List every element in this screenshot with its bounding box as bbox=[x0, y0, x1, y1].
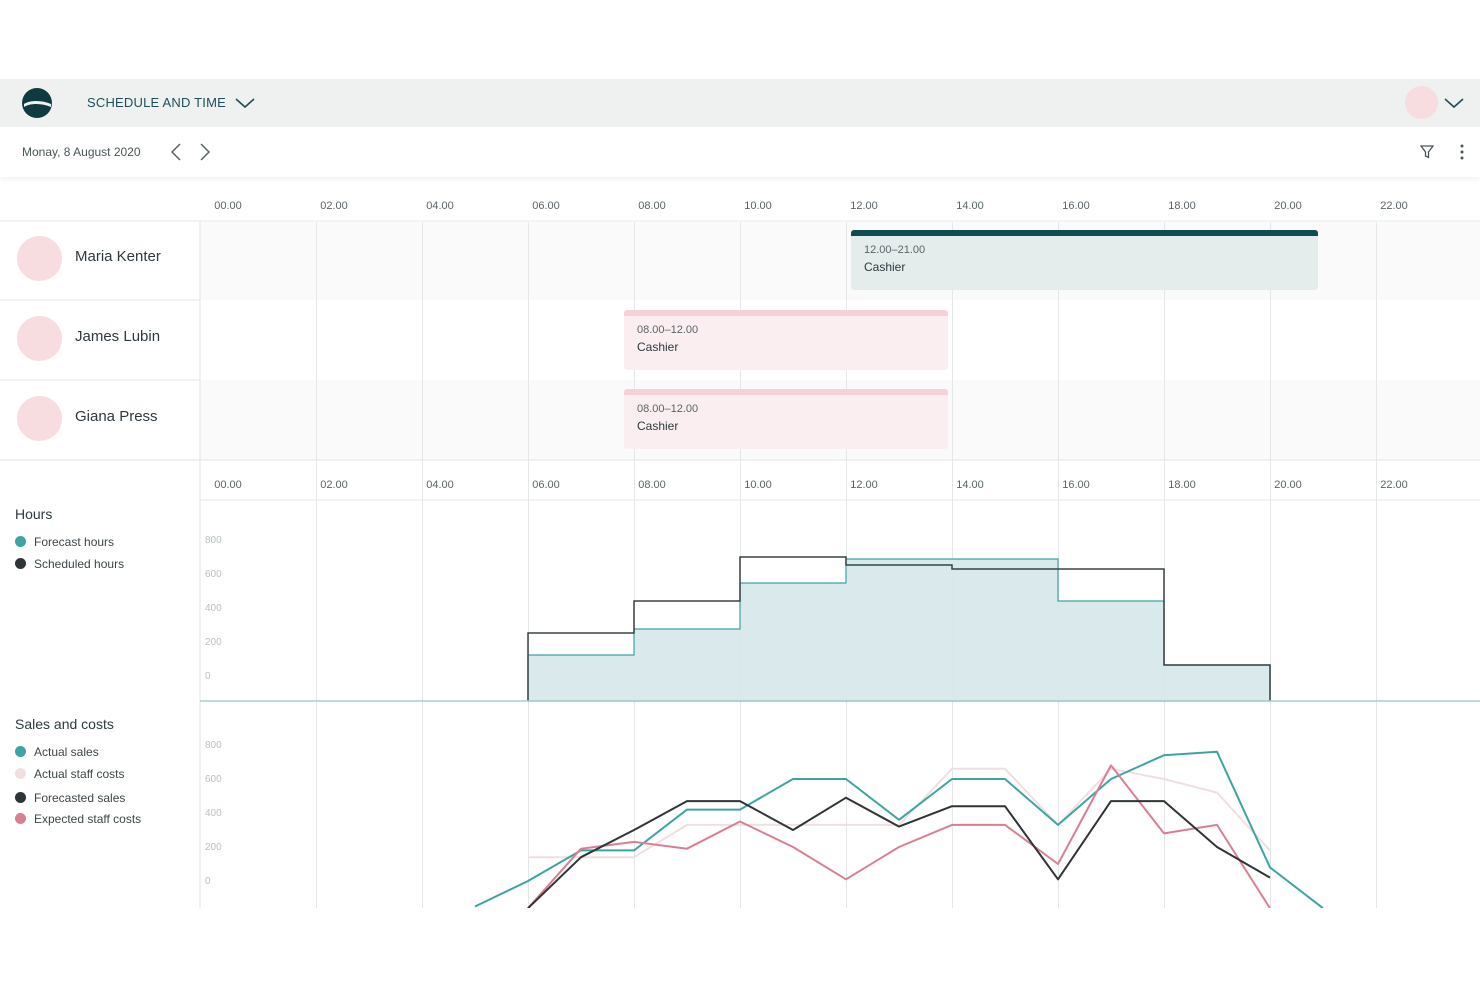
chevron-down-icon[interactable] bbox=[234, 96, 256, 110]
avatar bbox=[17, 316, 62, 361]
legend-item[interactable]: Expected staff costs bbox=[15, 812, 141, 826]
chevron-left-icon[interactable] bbox=[169, 142, 183, 162]
hour-label: 14.00 bbox=[956, 200, 984, 212]
scheduled-hours-line bbox=[527, 556, 1271, 701]
legend-item[interactable]: Scheduled hours bbox=[15, 557, 124, 571]
shift-role: Cashier bbox=[864, 260, 906, 274]
legend-item[interactable]: Actual staff costs bbox=[15, 767, 125, 781]
y-tick-label: 0 bbox=[205, 671, 211, 682]
legend-item[interactable]: Forecasted sales bbox=[15, 791, 125, 805]
user-menu-chevron-icon[interactable] bbox=[1443, 96, 1465, 110]
more-vertical-icon[interactable] bbox=[1458, 143, 1466, 161]
employee-name: Giana Press bbox=[75, 408, 158, 425]
employee-name: Maria Kenter bbox=[75, 248, 161, 265]
actual-sales-line bbox=[474, 750, 1324, 908]
y-tick-label: 800 bbox=[205, 740, 222, 751]
sales-chart: 800 600 400 200 0 bbox=[205, 740, 1324, 908]
legend-dot bbox=[15, 558, 26, 569]
hour-label: 08.00 bbox=[638, 479, 666, 491]
y-tick-label: 400 bbox=[205, 603, 222, 614]
filter-icon[interactable] bbox=[1420, 145, 1434, 159]
legend-dot bbox=[15, 536, 26, 547]
legend-label: Expected staff costs bbox=[34, 812, 142, 826]
hour-label: 02.00 bbox=[320, 200, 348, 212]
hour-label: 06.00 bbox=[532, 479, 560, 491]
forecasted-sales-line bbox=[527, 796, 1271, 908]
sales-panel-title: Sales and costs bbox=[15, 716, 114, 732]
hour-label: 14.00 bbox=[956, 479, 984, 491]
y-tick-label: 0 bbox=[205, 876, 211, 887]
shift-block[interactable]: 08.00–12.00 Cashier bbox=[624, 310, 948, 370]
hour-label: 06.00 bbox=[532, 200, 560, 212]
hours-panel-title: Hours bbox=[15, 506, 53, 522]
app-header: SCHEDULE AND TIME bbox=[0, 79, 1480, 127]
hour-label: 02.00 bbox=[320, 479, 348, 491]
shift-time: 08.00–12.00 bbox=[637, 324, 699, 336]
shift-block[interactable]: 08.00–12.00 Cashier bbox=[624, 389, 948, 449]
hour-label: 10.00 bbox=[744, 479, 772, 491]
y-tick-label: 200 bbox=[205, 637, 222, 648]
hour-label: 10.00 bbox=[744, 200, 772, 212]
hour-label: 00.00 bbox=[214, 479, 242, 491]
shift-time: 08.00–12.00 bbox=[637, 403, 699, 415]
hour-label: 16.00 bbox=[1062, 479, 1090, 491]
expected-staff-costs-line bbox=[527, 764, 1271, 908]
legend-dot bbox=[15, 746, 26, 757]
legend-item[interactable]: Forecast hours bbox=[15, 535, 114, 549]
hour-label: 16.00 bbox=[1062, 200, 1090, 212]
legend-dot bbox=[15, 813, 26, 824]
y-tick-label: 600 bbox=[205, 774, 222, 785]
user-avatar[interactable] bbox=[1405, 86, 1438, 119]
shift-block[interactable]: 12.00–21.00 Cashier bbox=[851, 230, 1318, 290]
y-tick-label: 800 bbox=[205, 535, 222, 546]
hour-label: 18.00 bbox=[1168, 200, 1196, 212]
date-toolbar: Monay, 8 August 2020 bbox=[0, 127, 1480, 177]
employee-name: James Lubin bbox=[75, 328, 161, 345]
hour-label: 22.00 bbox=[1380, 200, 1408, 212]
logo-icon[interactable] bbox=[22, 88, 52, 118]
y-tick-label: 600 bbox=[205, 569, 222, 580]
hours-chart: 800 600 400 200 0 bbox=[205, 535, 1271, 702]
legend-label: Forecasted sales bbox=[34, 791, 126, 805]
shift-time: 12.00–21.00 bbox=[864, 244, 926, 256]
y-tick-label: 400 bbox=[205, 808, 222, 819]
legend-dot bbox=[15, 792, 26, 803]
avatar bbox=[17, 396, 62, 441]
shift-role: Cashier bbox=[637, 340, 679, 354]
shift-role: Cashier bbox=[637, 419, 679, 433]
hour-label: 04.00 bbox=[426, 200, 454, 212]
forecast-hours-area bbox=[527, 558, 1271, 702]
hour-label: 20.00 bbox=[1274, 200, 1302, 212]
hour-label: 12.00 bbox=[850, 479, 878, 491]
legend-dot bbox=[15, 768, 26, 779]
legend-label: Scheduled hours bbox=[34, 557, 125, 571]
actual-staff-costs-line bbox=[528, 767, 1271, 859]
hour-label: 04.00 bbox=[426, 479, 454, 491]
avatar bbox=[17, 236, 62, 281]
employee-row[interactable]: James Lubin bbox=[0, 300, 200, 380]
employee-row[interactable]: Giana Press bbox=[0, 380, 200, 460]
legend-label: Forecast hours bbox=[34, 535, 115, 549]
chevron-right-icon[interactable] bbox=[198, 142, 212, 162]
hour-label: 08.00 bbox=[638, 200, 666, 212]
hour-label: 20.00 bbox=[1274, 479, 1302, 491]
hour-label: 00.00 bbox=[214, 200, 242, 212]
app-title[interactable]: SCHEDULE AND TIME bbox=[87, 95, 226, 110]
y-tick-label: 200 bbox=[205, 842, 222, 853]
hour-label: 22.00 bbox=[1380, 479, 1408, 491]
legend-label: Actual staff costs bbox=[34, 767, 125, 781]
hour-label: 18.00 bbox=[1168, 479, 1196, 491]
hour-label: 12.00 bbox=[850, 200, 878, 212]
legend-item[interactable]: Actual sales bbox=[15, 745, 99, 759]
current-date: Monay, 8 August 2020 bbox=[22, 145, 141, 159]
legend-label: Actual sales bbox=[34, 745, 99, 759]
employee-row[interactable]: Maria Kenter bbox=[0, 220, 200, 300]
